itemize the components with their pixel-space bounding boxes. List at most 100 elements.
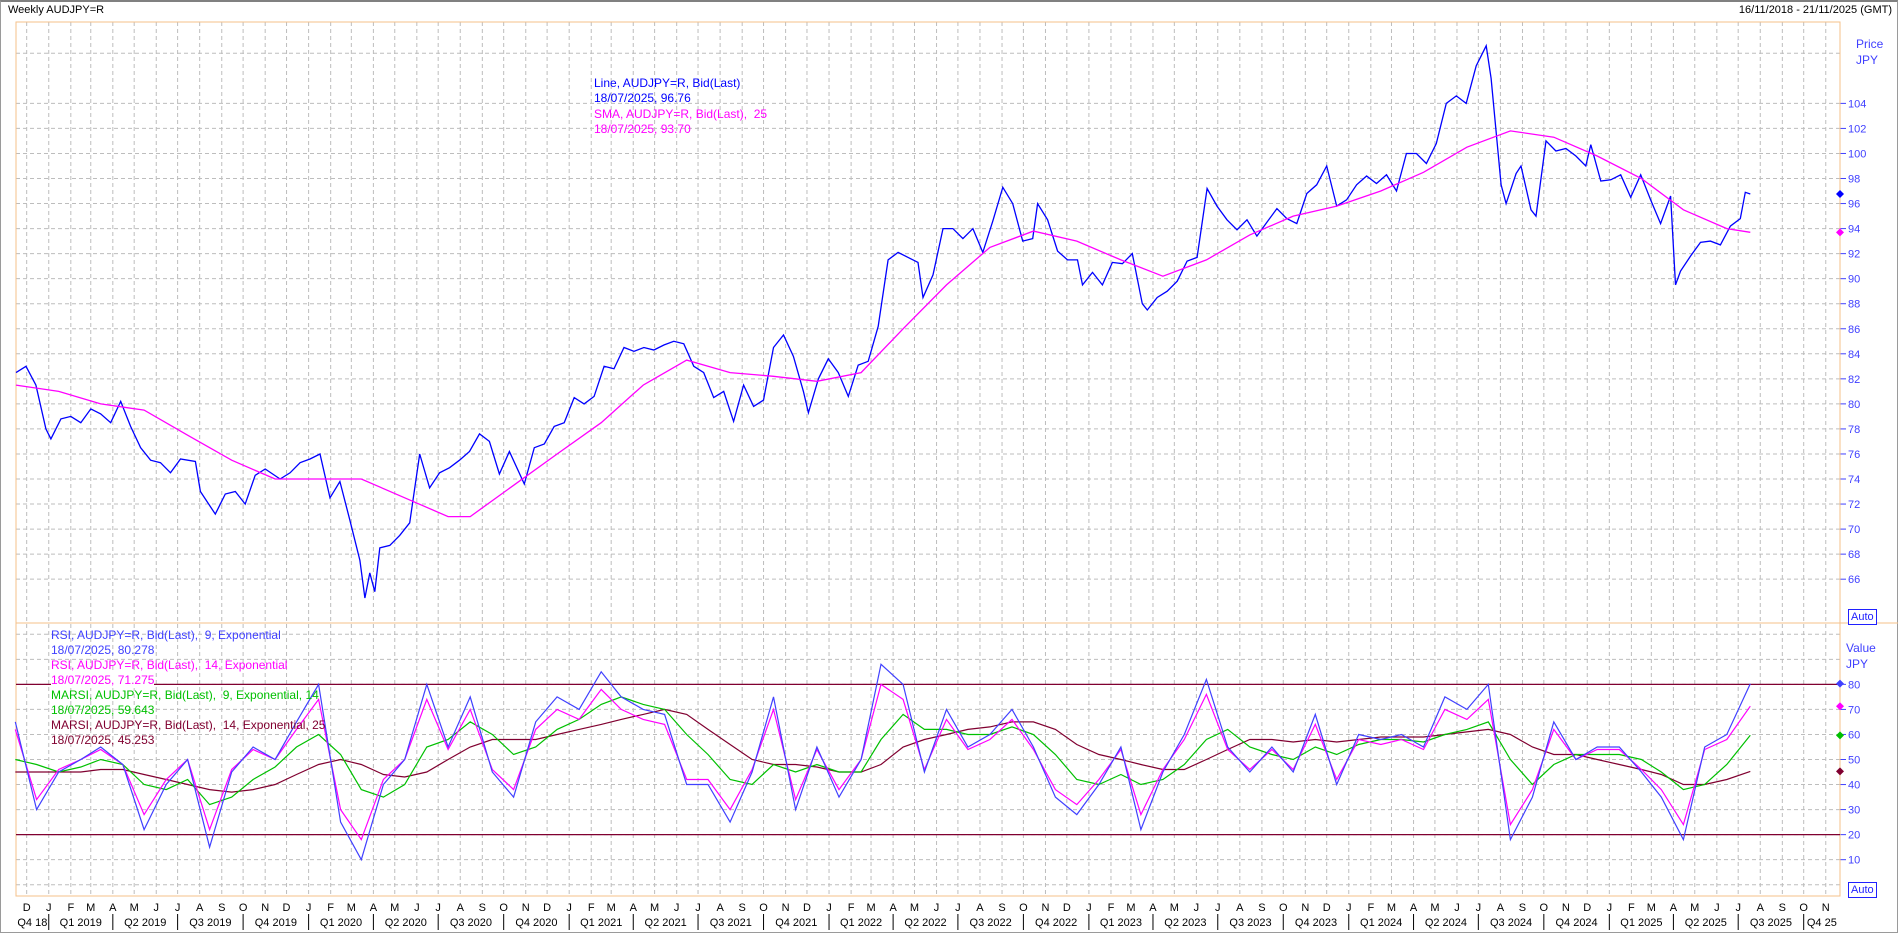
month-tick-label: M xyxy=(1430,902,1439,914)
month-tick-label: N xyxy=(261,902,269,914)
month-tick-label: A xyxy=(370,902,378,914)
quarter-tick-label: Q2 2022 xyxy=(904,917,946,929)
price-axis-label: 96 xyxy=(1848,199,1860,211)
price-axis-label: 90 xyxy=(1848,274,1860,286)
legend-marsi9-value: 18/07/2025, 59.643 xyxy=(51,703,155,717)
marsi9-value-marker xyxy=(1836,731,1844,740)
month-tick-label: D xyxy=(1063,902,1071,914)
legend-line-label: Line, AUDJPY=R, Bid(Last) xyxy=(594,76,741,90)
rsi-axis-label: 70 xyxy=(1848,704,1860,716)
month-tick-label: J xyxy=(1607,902,1613,914)
date-range: 16/11/2018 - 21/11/2025 (GMT) xyxy=(1738,4,1892,16)
month-tick-label: J xyxy=(414,902,420,914)
month-tick-label: A xyxy=(109,902,117,914)
month-tick-label: M xyxy=(1690,902,1699,914)
month-tick-label: O xyxy=(759,902,768,914)
quarter-tick-label: Q3 2024 xyxy=(1490,917,1532,929)
month-tick-label: O xyxy=(1799,902,1808,914)
quarter-tick-label: Q1 2021 xyxy=(580,917,622,929)
rsi14-line xyxy=(14,683,1751,841)
quarter-tick-label: Q1 2022 xyxy=(840,917,882,929)
quarter-tick-label: Q3 2019 xyxy=(189,917,231,929)
month-tick-label: J xyxy=(1454,902,1460,914)
legend-sma-label: SMA, AUDJPY=R, Bid(Last), 25 xyxy=(594,107,768,121)
price-axis-unit: JPY xyxy=(1856,53,1879,67)
month-tick-label: A xyxy=(1236,902,1244,914)
month-tick-label: M xyxy=(1387,902,1396,914)
quarter-tick-label: Q4 2021 xyxy=(775,917,817,929)
month-tick-label: D xyxy=(543,902,551,914)
month-tick-label: D xyxy=(23,902,31,914)
plot-border xyxy=(15,21,1841,897)
month-tick-label: J xyxy=(1194,902,1200,914)
month-tick-label: M xyxy=(1170,902,1179,914)
marsi14-line xyxy=(15,708,1751,793)
rsi-axis-unit: JPY xyxy=(1846,657,1869,671)
month-tick-label: S xyxy=(1258,902,1265,914)
month-tick-label: O xyxy=(1279,902,1288,914)
marsi14-value-marker xyxy=(1836,767,1844,776)
month-tick-label: J xyxy=(154,902,160,914)
quarter-tick-label: Q1 2019 xyxy=(60,917,102,929)
month-tick-label: M xyxy=(1126,902,1135,914)
month-tick-label: D xyxy=(1583,902,1591,914)
price-axis-label: 74 xyxy=(1848,474,1860,486)
rsi-axis-title: Value xyxy=(1846,641,1876,655)
legend-marsi14-value: 18/07/2025, 45.253 xyxy=(51,733,155,747)
quarter-tick-label: Q4 25 xyxy=(1807,917,1837,929)
month-tick-label: F xyxy=(67,902,74,914)
month-tick-label: A xyxy=(889,902,897,914)
rsi-axis-label: 50 xyxy=(1848,755,1860,767)
price-auto-scale-button[interactable]: Auto xyxy=(1848,609,1877,625)
month-tick-label: M xyxy=(86,902,95,914)
quarter-tick-label: Q3 2020 xyxy=(450,917,492,929)
month-tick-label: J xyxy=(1346,902,1352,914)
month-tick-label: M xyxy=(1647,902,1656,914)
month-tick-label: A xyxy=(976,902,984,914)
price-axis-label: 66 xyxy=(1848,574,1860,586)
month-tick-label: A xyxy=(1410,902,1418,914)
month-tick-label: J xyxy=(826,902,832,914)
month-tick-label: F xyxy=(588,902,595,914)
sma-line xyxy=(15,130,1751,518)
month-tick-label: F xyxy=(848,902,855,914)
month-tick-label: F xyxy=(327,902,334,914)
quarter-tick-label: Q2 2024 xyxy=(1425,917,1467,929)
month-tick-label: S xyxy=(998,902,1005,914)
rsi-axis-label: 10 xyxy=(1848,855,1860,867)
quarter-tick-label: Q3 2022 xyxy=(970,917,1012,929)
price-axis-label: 98 xyxy=(1848,174,1860,186)
quarter-tick-label: Q4 2024 xyxy=(1555,917,1597,929)
month-tick-label: J xyxy=(435,902,441,914)
price-axis-label: 102 xyxy=(1848,123,1866,135)
month-tick-label: S xyxy=(218,902,225,914)
quarter-tick-label: Q2 2021 xyxy=(645,917,687,929)
quarter-tick-label: Q3 2025 xyxy=(1750,917,1792,929)
month-tick-label: A xyxy=(716,902,724,914)
legend-rsi14-label: RSI, AUDJPY=R, Bid(Last), 14, Exponentia… xyxy=(51,658,288,672)
month-tick-label: F xyxy=(1628,902,1635,914)
month-tick-label: O xyxy=(499,902,508,914)
month-tick-label: O xyxy=(1540,902,1549,914)
rsi-auto-scale-button[interactable]: Auto xyxy=(1848,882,1877,898)
price-axis-title: Price xyxy=(1856,37,1884,51)
rsi14-value-marker xyxy=(1836,702,1844,711)
quarter-tick-label: Q2 2023 xyxy=(1164,917,1206,929)
month-tick-label: N xyxy=(1041,902,1049,914)
quarter-tick-label: Q1 2020 xyxy=(320,917,362,929)
month-tick-label: N xyxy=(1822,902,1830,914)
rsi-axis-label: 30 xyxy=(1848,805,1860,817)
price-axis-label: 104 xyxy=(1848,98,1866,110)
month-tick-label: M xyxy=(347,902,356,914)
legend-line-value: 18/07/2025, 96.76 xyxy=(594,91,691,105)
month-tick-label: J xyxy=(674,902,680,914)
quarter-tick-label: Q4 2023 xyxy=(1295,917,1337,929)
month-tick-label: J xyxy=(1735,902,1741,914)
month-tick-label: J xyxy=(175,902,181,914)
month-tick-label: D xyxy=(1323,902,1331,914)
month-tick-label: M xyxy=(866,902,875,914)
month-tick-label: J xyxy=(955,902,961,914)
quarter-tick-label: Q2 2025 xyxy=(1685,917,1727,929)
month-tick-label: S xyxy=(1779,902,1786,914)
